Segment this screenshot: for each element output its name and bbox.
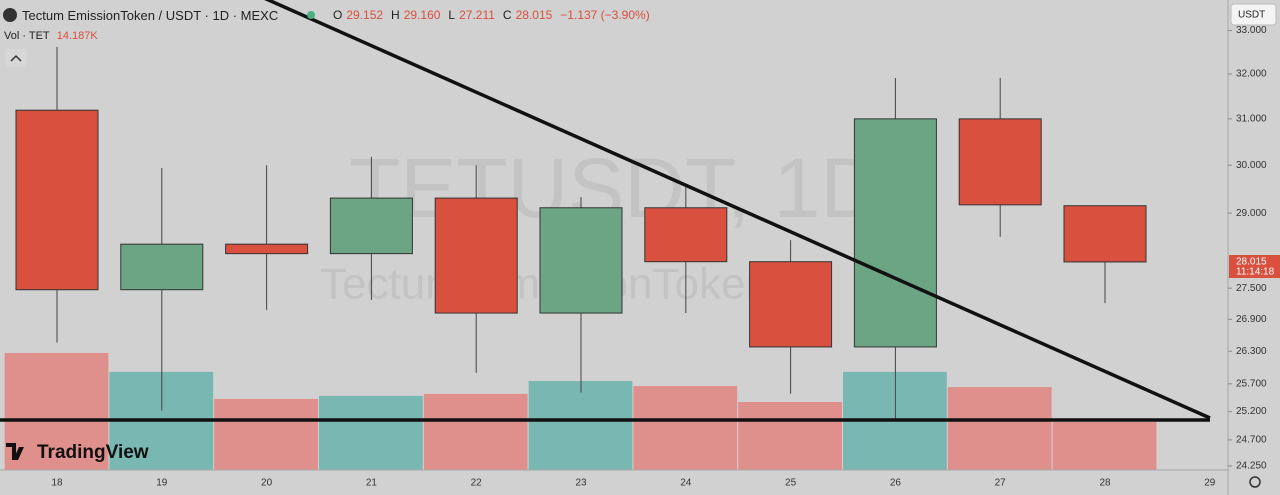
y-tick-label: 30.000 [1236, 160, 1267, 171]
ohlc-key: C [502, 8, 512, 22]
change: −1.137 (−3.90%) [560, 8, 650, 22]
x-axis: 18 19 20 21 22 23 24 25 26 27 28 29 [51, 478, 1215, 489]
x-tick-label: 21 [366, 478, 378, 489]
candles [15, 46, 1147, 421]
status-dot [307, 11, 315, 19]
candle-body [434, 197, 518, 314]
y-axis: 33.000 32.000 31.000 30.000 29.000 27.500 26.9… [1228, 25, 1267, 472]
x-tick-label: 26 [890, 478, 902, 489]
currency-button[interactable] [1230, 3, 1277, 26]
volume-legend: Vol · TET 14.187K [4, 30, 102, 42]
logo: TradingView [37, 442, 149, 463]
candle-body [749, 261, 833, 348]
ohlc-value: 29.160 [403, 8, 441, 22]
y-tick-label: 29.000 [1236, 208, 1267, 219]
x-tick-label: 20 [261, 478, 273, 489]
x-tick-label: 19 [156, 478, 168, 489]
y-tick-label: 26.900 [1236, 314, 1267, 325]
ohlc-item: L 27.211 [448, 8, 499, 22]
y-tick-label: 25.700 [1236, 378, 1267, 389]
ohlc-item: O 29.152 [333, 8, 387, 22]
y-tick-label: 27.500 [1236, 283, 1267, 294]
volume-bar [633, 386, 738, 470]
countdown: 11:14:18 [1236, 267, 1275, 278]
x-tick-label: 25 [785, 478, 797, 489]
ohlc-key: H [391, 8, 400, 22]
ohlc-legend: O 29.152 H 29.160 L 27.211 C 28.015 −1.137 (−3.9… [333, 8, 654, 22]
currency-label[interactable]: USDT [1238, 10, 1265, 21]
volume-bar [423, 393, 528, 470]
x-tick-label: 28 [1099, 478, 1111, 489]
y-tick-label: 31.000 [1236, 114, 1267, 125]
ohlc-key: O [333, 8, 343, 22]
candle-body [644, 207, 728, 263]
ohlc-key: L [448, 8, 456, 22]
ohlc-value: 28.015 [515, 8, 553, 22]
candle-body [120, 243, 204, 291]
trend-line [264, 0, 1211, 420]
collapse-button[interactable] [5, 49, 27, 67]
header: Tectum EmissionToken / USDT · 1D · MEXC [22, 8, 282, 23]
ohlc-value: 29.152 [346, 8, 384, 22]
symbol-icon [3, 8, 17, 22]
last-price: 28.015 [1236, 257, 1267, 268]
candle-body [1063, 205, 1147, 263]
x-tick-label: 27 [995, 478, 1007, 489]
settings-icon[interactable] [1249, 476, 1261, 488]
candle-body [958, 118, 1042, 206]
x-tick-label: 23 [575, 478, 587, 489]
volume-bar [1052, 421, 1157, 470]
y-tick-label: 26.300 [1236, 346, 1267, 357]
volume-bar [528, 381, 633, 470]
y-tick-label: 24.700 [1236, 435, 1267, 446]
y-tick-label: 24.250 [1236, 461, 1267, 472]
x-tick-label: 29 [1204, 478, 1216, 489]
last-price-box [1229, 255, 1280, 278]
volume-value: 14.187K [56, 30, 98, 42]
y-tick-label: 32.000 [1236, 69, 1267, 80]
volume-bar [947, 387, 1052, 470]
candle-body [539, 207, 623, 314]
volume-label: Vol · TET [4, 30, 50, 42]
volume-bar [738, 401, 842, 470]
candle-body [15, 109, 99, 291]
volume-bar [319, 395, 423, 470]
ohlc-item: C 28.015 [503, 8, 556, 22]
candle-body [329, 197, 413, 255]
collapse-icon[interactable] [10, 54, 22, 62]
logo-icon [6, 443, 24, 460]
x-tick-label: 18 [51, 478, 63, 489]
x-tick-label: 24 [680, 478, 692, 489]
x-tick-label: 22 [471, 478, 483, 489]
ohlc-item: H 29.160 [391, 8, 444, 22]
volume-bar [214, 398, 318, 470]
candle-body [853, 118, 937, 348]
candle-body [225, 243, 309, 255]
y-tick-label: 33.000 [1236, 25, 1267, 36]
y-tick-label: 25.200 [1236, 406, 1267, 417]
price-axis [1228, 0, 1280, 495]
ohlc-value: 27.211 [459, 8, 495, 22]
symbol[interactable]: Tectum EmissionToken / USDT · 1D · MEXC [22, 8, 279, 23]
